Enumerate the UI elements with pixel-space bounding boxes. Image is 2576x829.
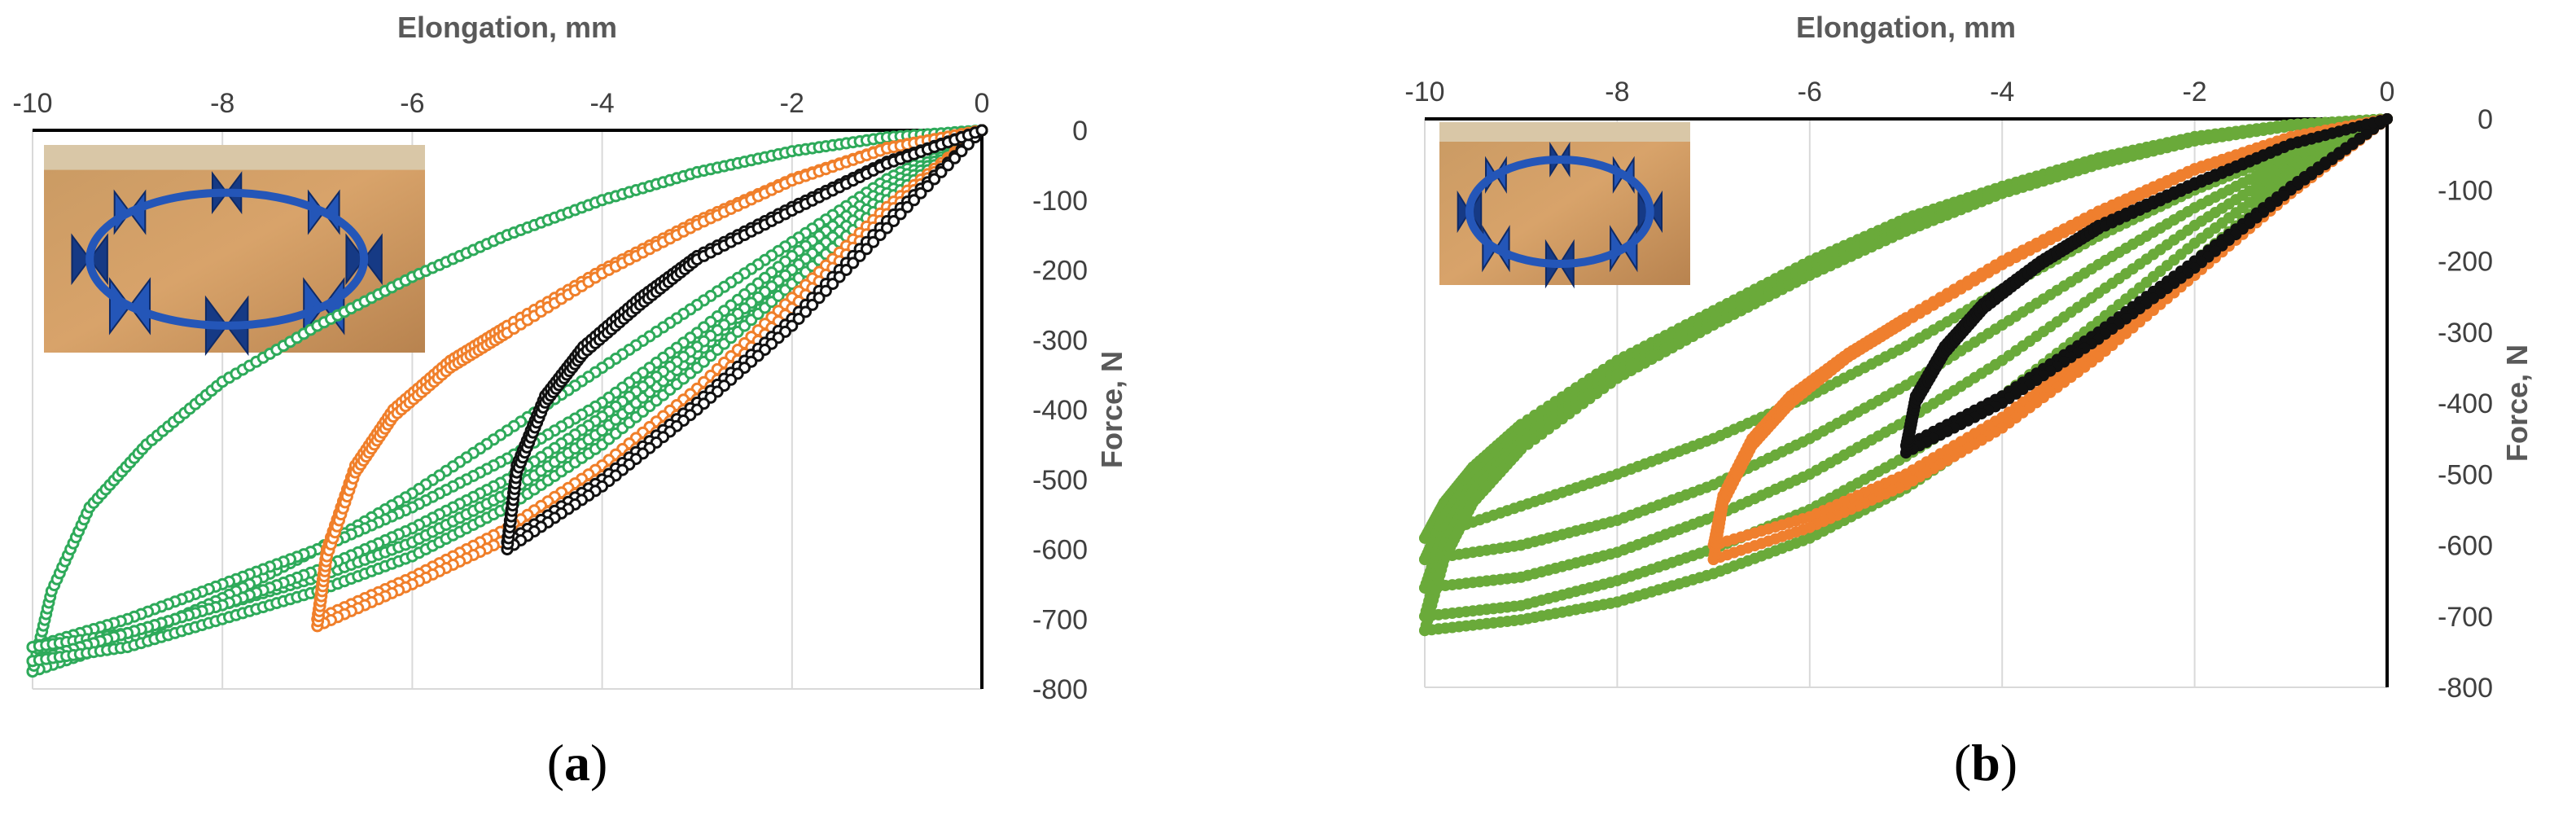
chart-a-x-tick-label: -2 bbox=[780, 88, 804, 119]
chart-a-data-point bbox=[948, 151, 962, 164]
chart-a-y-tick-label: -200 bbox=[1032, 256, 1088, 287]
caption-a-open: ( bbox=[546, 734, 564, 792]
chart-a-data-point bbox=[800, 305, 812, 318]
chart-a-data-point bbox=[908, 194, 921, 207]
chart-a-y-tick-label: -600 bbox=[1032, 535, 1088, 566]
chart-a-data-point bbox=[813, 292, 826, 305]
chart-b-inset-ring bbox=[1465, 156, 1654, 268]
chart-b-y-tick-label: 0 bbox=[2477, 104, 2493, 135]
chart-panel-a: -10 -8 -6 -4 -2 0 0 -100 -200 -300 -400 -500 -600 -70… bbox=[12, 11, 1128, 793]
chart-a-y-axis-title: Force, N bbox=[1095, 351, 1128, 468]
chart-b-svg: -10 -8 -6 -4 -2 00-100-200-300-400-500-600-70… bbox=[1404, 11, 2534, 704]
caption-a: (a) bbox=[496, 733, 659, 793]
chart-b-x-tick-label: -4 bbox=[1990, 77, 2014, 107]
chart-a-y-tick-label: -500 bbox=[1032, 465, 1088, 496]
chart-b-data-point bbox=[2381, 113, 2393, 125]
chart-a-data-point bbox=[887, 215, 900, 227]
chart-a-data-point bbox=[867, 235, 880, 248]
chart-a-y-tick-label: -100 bbox=[1032, 186, 1088, 217]
chart-a-inset-wall bbox=[44, 145, 425, 170]
chart-panel-b: -10 -8 -6 -4 -2 0 0 -100 -200 -300 -400 -500 -600 -70… bbox=[1288, 0, 2576, 829]
caption-b-open: ( bbox=[1953, 734, 1972, 792]
chart-a-data-point bbox=[847, 257, 860, 270]
chart-b-y-tick-label: -500 bbox=[2438, 459, 2493, 490]
chart-a-data-point bbox=[900, 200, 913, 213]
chart-a-svg: -10 -8 -6 -4 -2 00-100-200-300-400-500-600-70… bbox=[12, 11, 1128, 705]
chart-b-y-tick-label: -300 bbox=[2438, 318, 2493, 349]
chart-b-y-tick-label: -200 bbox=[2438, 247, 2493, 278]
chart-a-y-tick-label: -300 bbox=[1032, 325, 1088, 356]
chart-b-y-tick-label: -400 bbox=[2438, 388, 2493, 419]
chart-b-y-tick-label: -800 bbox=[2438, 673, 2493, 704]
chart-a-x-axis-title: Elongation, mm bbox=[397, 11, 617, 44]
chart-a-data-point bbox=[941, 159, 954, 172]
chart-a-data-point bbox=[975, 124, 988, 137]
chart-b-y-axis-title: Force, N bbox=[2500, 344, 2534, 462]
chart-a-data-point bbox=[874, 229, 887, 242]
chart-a-x-tick-label: -8 bbox=[210, 88, 234, 119]
chart-a-x-tick-label: -6 bbox=[400, 88, 424, 119]
chart-a-data-point bbox=[860, 243, 873, 256]
caption-a-letter: a bbox=[564, 734, 590, 792]
caption-b: (b) bbox=[1904, 733, 2067, 793]
caption-b-letter: b bbox=[1971, 734, 2000, 792]
chart-b-y-tick-label: -700 bbox=[2438, 602, 2493, 633]
chart-b-series-2 bbox=[1900, 113, 2393, 459]
chart-a-data-point bbox=[921, 180, 934, 193]
chart-b-x-tick-label: -6 bbox=[1798, 77, 1822, 107]
chart-a-inset-photo bbox=[44, 145, 425, 357]
chart-b-x-axis-title: Elongation, mm bbox=[1796, 11, 2016, 44]
chart-b-inset-photo bbox=[1439, 122, 1690, 289]
caption-a-close: ) bbox=[590, 734, 608, 792]
chart-a-data-point bbox=[894, 208, 907, 221]
chart-a-series-2 bbox=[501, 124, 988, 555]
chart-b-x-tick-label: -10 bbox=[1404, 77, 1444, 107]
chart-a-y-tick-label: 0 bbox=[1072, 116, 1088, 147]
chart-a-y-tick-label: -400 bbox=[1032, 395, 1088, 426]
chart-a-data-point bbox=[955, 145, 968, 158]
chart-b-y-tick-label: -600 bbox=[2438, 531, 2493, 562]
chart-a-data-point bbox=[880, 222, 893, 235]
chart-a-data-point bbox=[914, 186, 927, 200]
chart-a-data-point bbox=[928, 173, 941, 186]
chart-a-data-point bbox=[853, 249, 866, 262]
chart-b-inset-wall bbox=[1439, 122, 1690, 142]
chart-a-x-tick-label: -10 bbox=[12, 88, 52, 119]
caption-b-close: ) bbox=[2000, 734, 2018, 792]
chart-a-x-tick-label: -4 bbox=[589, 88, 614, 119]
chart-a-data-point bbox=[792, 313, 805, 325]
chart-a-data-point bbox=[833, 270, 846, 283]
chart-a-data-point bbox=[826, 278, 839, 291]
chart-a-y-tick-label: -700 bbox=[1032, 604, 1088, 635]
chart-a-data-point bbox=[839, 264, 852, 276]
chart-a-inset-ring bbox=[85, 188, 369, 330]
chart-b-x-tick-label: 0 bbox=[2380, 77, 2395, 107]
chart-b-y-tick-label: -100 bbox=[2438, 175, 2493, 206]
chart-a-x-tick-label: 0 bbox=[975, 88, 990, 119]
chart-a-data-point bbox=[819, 284, 832, 297]
chart-b-x-tick-label: -8 bbox=[1605, 77, 1629, 107]
chart-a-data-point bbox=[935, 165, 948, 178]
chart-a-data-point bbox=[806, 298, 819, 311]
chart-b-x-tick-label: -2 bbox=[2182, 77, 2206, 107]
chart-b-series-0 bbox=[1419, 113, 2393, 637]
chart-a-y-tick-label: -800 bbox=[1032, 674, 1088, 705]
